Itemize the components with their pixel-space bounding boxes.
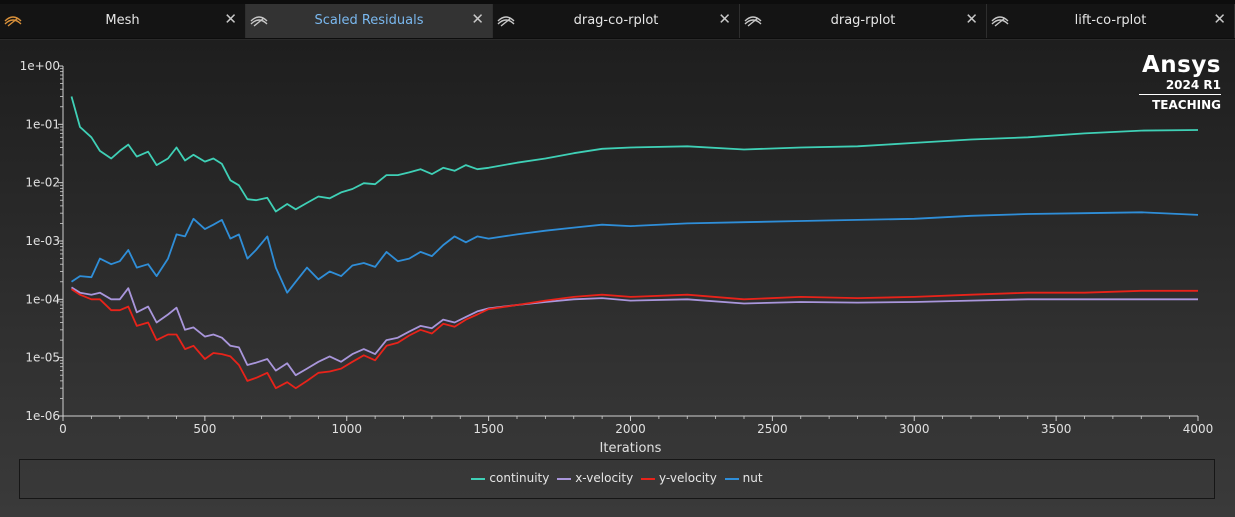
x-tick-label: 3500: [1041, 422, 1072, 436]
tab-label: lift-co-rplot: [1074, 13, 1147, 28]
plot-icon: [991, 16, 1009, 27]
legend-label: nut: [742, 471, 763, 485]
legend-swatch: [724, 477, 739, 480]
legend: continuity x-velocity y-velocity nut: [19, 459, 1215, 499]
tab-scaled-residuals[interactable]: Scaled Residuals ✕: [246, 4, 493, 38]
legend-swatch: [471, 477, 486, 480]
plot-icon: [744, 16, 762, 27]
legend-item-y-velocity[interactable]: y-velocity: [641, 471, 717, 485]
mesh-icon: [4, 16, 22, 27]
x-tick-label: 4000: [1183, 422, 1214, 436]
plot-area[interactable]: 1e-06 1e-05 1e-04 1e-03 1e-02 1e-01 1e+00 0 500 1…: [0, 40, 1235, 517]
y-tick-label: 1e+00: [20, 59, 60, 73]
y-tick-label: 1e-03: [25, 234, 60, 248]
close-icon[interactable]: ✕: [965, 10, 978, 28]
x-tick-label: 2000: [615, 422, 646, 436]
tab-drag-co-rplot[interactable]: drag-co-rplot ✕: [493, 4, 740, 38]
tab-label: drag-co-rplot: [573, 13, 659, 28]
y-tick-label: 1e-04: [25, 292, 60, 306]
logo-version: 2024 R1: [1139, 78, 1221, 95]
x-tick-label: 500: [193, 422, 216, 436]
legend-item-nut[interactable]: nut: [724, 471, 763, 485]
logo-edition: TEACHING: [1152, 98, 1221, 112]
close-icon[interactable]: ✕: [718, 10, 731, 28]
tab-label: Mesh: [105, 13, 140, 28]
plot-icon: [497, 16, 515, 27]
x-axis-title: Iterations: [600, 441, 662, 456]
close-icon[interactable]: ✕: [471, 10, 484, 28]
ansys-logo: Ansys 2024 R1 TEACHING: [1139, 52, 1221, 113]
tab-lift-co-rplot[interactable]: lift-co-rplot ✕: [987, 4, 1235, 38]
x-tick-label: 1500: [473, 422, 504, 436]
tab-label: drag-rplot: [830, 13, 896, 28]
y-tick-label: 1e-01: [25, 117, 60, 131]
close-icon[interactable]: ✕: [224, 10, 237, 28]
legend-label: continuity: [489, 471, 550, 485]
legend-label: x-velocity: [575, 471, 634, 485]
series-line-x-velocity: [71, 286, 1198, 377]
y-tick-label: 1e-05: [25, 351, 60, 365]
legend-label: y-velocity: [659, 471, 717, 485]
tab-drag-rplot[interactable]: drag-rplot ✕: [740, 4, 987, 38]
legend-item-x-velocity[interactable]: x-velocity: [557, 471, 633, 485]
tab-mesh[interactable]: Mesh ✕: [0, 4, 246, 38]
series-line-continuity: [70, 96, 1199, 213]
tab-label: Scaled Residuals: [314, 13, 424, 28]
x-tick-label: 0: [59, 422, 67, 436]
logo-brand: Ansys: [1141, 52, 1221, 78]
y-tick-label: 1e-02: [25, 176, 60, 190]
x-tick-label: 2500: [757, 422, 788, 436]
series-line-nut: [70, 211, 1199, 294]
tab-bar: Mesh ✕ Scaled Residuals ✕ drag-co-rplot …: [0, 0, 1235, 40]
series-line-y-velocity: [71, 288, 1198, 390]
legend-item-continuity[interactable]: continuity: [471, 471, 549, 485]
plot-icon: [250, 16, 268, 27]
y-tick-label: 1e-06: [25, 409, 60, 423]
x-tick-label: 3000: [899, 422, 930, 436]
close-icon[interactable]: ✕: [1213, 10, 1226, 28]
legend-swatch: [557, 477, 572, 480]
legend-swatch: [641, 477, 656, 480]
residuals-chart: 1e-06 1e-05 1e-04 1e-03 1e-02 1e-01 1e+00 0 500 1…: [20, 59, 1214, 456]
x-tick-label: 1000: [331, 422, 362, 436]
legend-items: continuity x-velocity y-velocity nut: [20, 471, 1214, 485]
